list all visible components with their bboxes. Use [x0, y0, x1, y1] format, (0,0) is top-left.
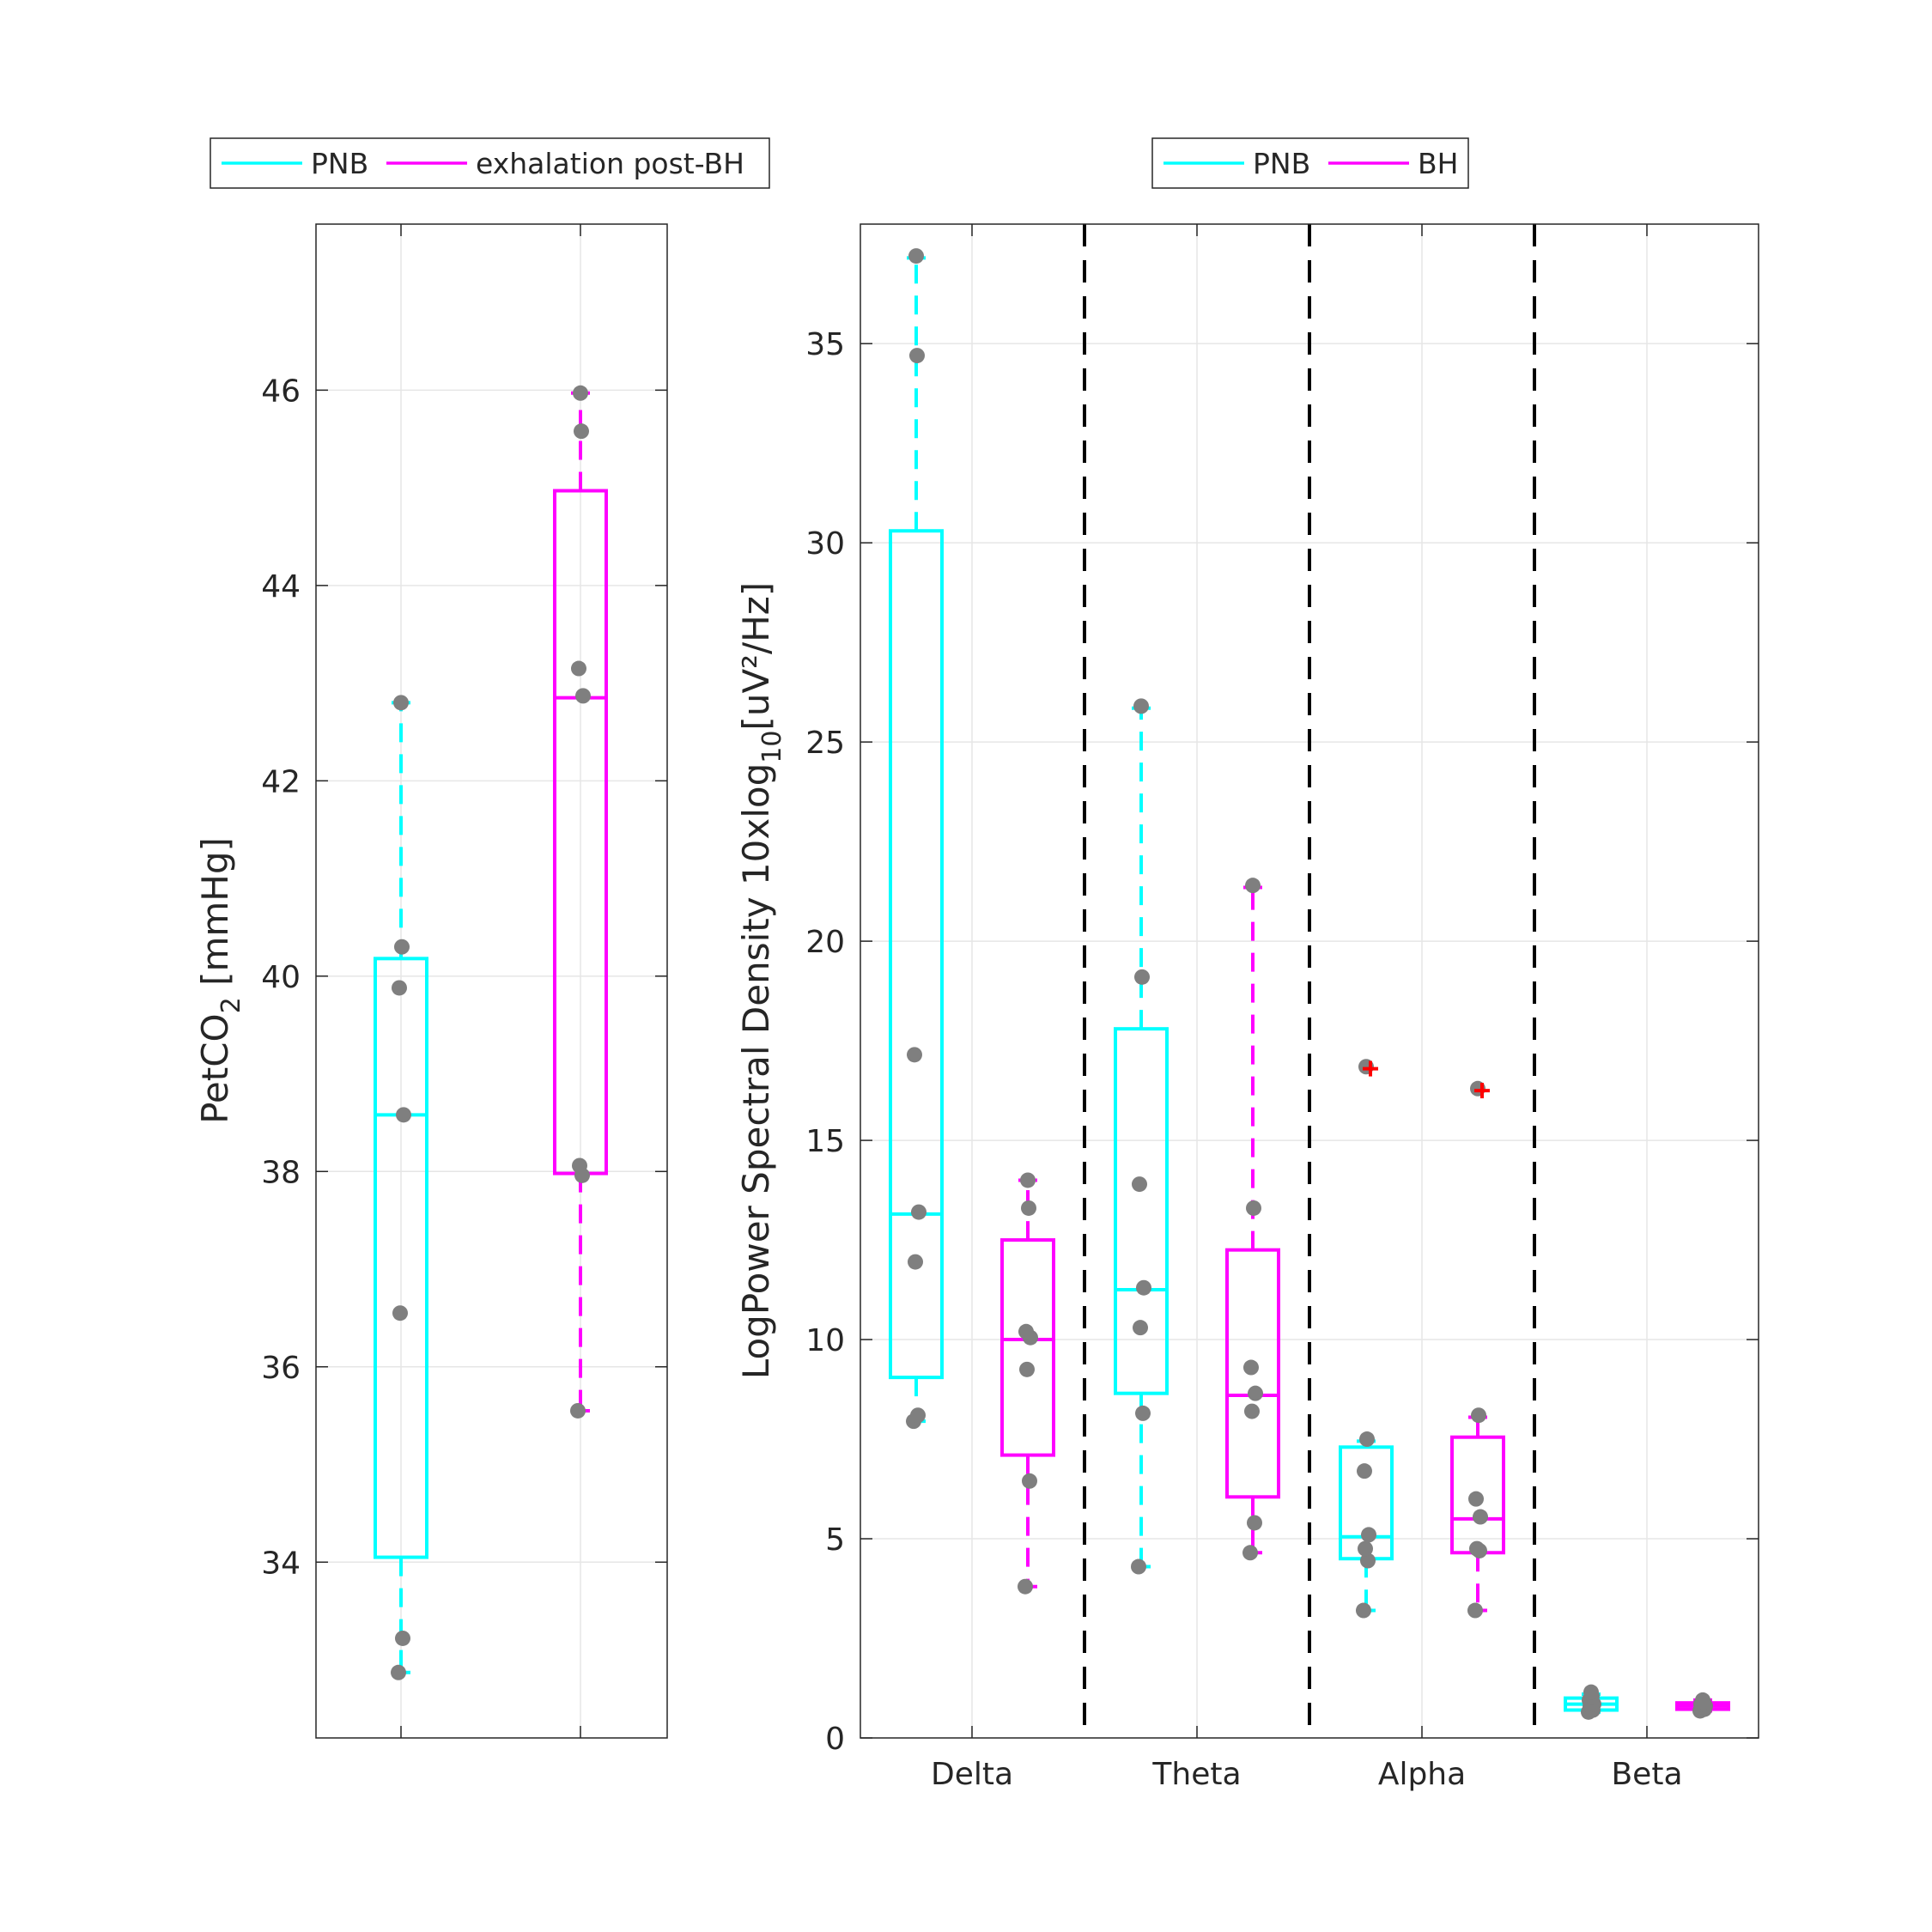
right-legend: PNB BH [1151, 137, 1469, 189]
delta-bh-point [1018, 1578, 1033, 1595]
x-tick-theta: Theta [1151, 1757, 1241, 1792]
theta-bh-point [1246, 1200, 1261, 1216]
y-tick-label: 35 [805, 327, 845, 362]
pnb-point [392, 1305, 408, 1321]
exhalation-point [571, 660, 586, 677]
y-tick-label: 5 [825, 1522, 845, 1558]
delta-pnb-point [910, 1407, 926, 1424]
alpha-bh-point [1469, 1540, 1485, 1557]
exhalation-point [570, 1402, 586, 1419]
beta-bh-point [1695, 1692, 1710, 1708]
left-y-axis-title: PetCO2 [mmHg] [194, 837, 246, 1124]
y-tick-label: 40 [261, 960, 301, 995]
right-y-axis-title: LogPower Spectral Density 10xlog10[uV²/H… [735, 582, 787, 1379]
delta-bh-point [1018, 1323, 1034, 1340]
alpha-pnb-point [1357, 1463, 1372, 1479]
y-tick-label: 34 [261, 1546, 301, 1581]
theta-pnb-point [1133, 698, 1149, 714]
alpha-bh-point [1468, 1491, 1484, 1507]
exhalation-point [572, 1157, 587, 1174]
alpha-pnb-point [1360, 1552, 1376, 1569]
delta-pnb-box [889, 529, 944, 1380]
pnb-box [374, 957, 428, 1559]
x-tick-beta: Beta [1611, 1757, 1682, 1792]
right-outliers [1363, 1060, 1490, 1099]
y-tick-label: 10 [805, 1323, 845, 1358]
y-tick-label: 38 [261, 1155, 301, 1190]
x-tick-alpha: Alpha [1378, 1757, 1466, 1792]
alpha-bh-point [1471, 1407, 1486, 1424]
right-y-ticks: 0 5 10 15 20 25 30 35 [805, 224, 1759, 1757]
pnb-point [396, 1107, 411, 1123]
exhalation-point [575, 688, 591, 704]
x-tick-delta: Delta [931, 1757, 1013, 1792]
y-tick-label: 0 [825, 1722, 845, 1757]
alpha-pnb-point [1361, 1527, 1376, 1543]
delta-pnb-point [908, 1254, 923, 1270]
alpha-bh-outlier [1474, 1083, 1490, 1099]
theta-bh-point [1244, 1403, 1260, 1419]
theta-bh-point [1247, 1515, 1262, 1531]
y-tick-label: 30 [805, 526, 845, 562]
exhalation-point [574, 423, 589, 440]
pnb-point [392, 980, 407, 996]
theta-pnb-point [1133, 1320, 1148, 1336]
delta-pnb-point [911, 1204, 927, 1220]
y-tick-label: 36 [261, 1351, 301, 1386]
y-tick-label: 44 [261, 569, 301, 605]
theta-pnb-box [1114, 1027, 1169, 1395]
left-axes-frame [315, 223, 668, 1739]
left-y-ticks: 34 36 38 40 42 44 46 [261, 224, 667, 1738]
alpha-pnb-point [1358, 1540, 1373, 1557]
petco2-boxplot: 34 36 38 40 42 44 46 PetCO2 [mmHg] PNB exhalat… [194, 137, 770, 1739]
delta-pnb-point [908, 248, 924, 264]
y-tick-label: 20 [805, 925, 845, 960]
y-tick-label: 15 [805, 1124, 845, 1159]
beta-pnb-point [1583, 1684, 1599, 1700]
theta-bh-point [1242, 1545, 1258, 1561]
exhalation-point [573, 385, 588, 401]
y-tick-label: 25 [805, 726, 845, 761]
right-axes-frame [860, 223, 1759, 1739]
delta-bh-point [1022, 1473, 1037, 1489]
delta-bh-point [1021, 1200, 1036, 1216]
alpha-pnb-point [1356, 1602, 1371, 1619]
right-grid [860, 224, 1759, 1738]
pnb-point [391, 1664, 406, 1680]
legend-label-pnb: PNB [311, 147, 368, 180]
theta-pnb-point [1134, 969, 1150, 985]
pnb-point [394, 939, 410, 955]
theta-pnb-point [1136, 1279, 1151, 1296]
y-tick-label: 46 [261, 374, 301, 409]
alpha-pnb-point [1359, 1431, 1375, 1448]
delta-bh-point [1019, 1361, 1035, 1377]
alpha-bh-point [1473, 1509, 1488, 1525]
theta-bh-point [1245, 878, 1261, 894]
alpha-pnb-outlier [1363, 1060, 1378, 1077]
pnb-point [395, 1630, 410, 1646]
legend-label-pnb-right: PNB [1253, 147, 1310, 180]
alpha-bh-point [1467, 1602, 1483, 1619]
x-tick-labels: Delta Theta Alpha Beta [931, 1757, 1683, 1792]
theta-bh-box [1225, 1248, 1280, 1499]
right-points [906, 248, 1713, 1720]
left-legend: PNB exhalation post-BH [210, 137, 770, 189]
theta-pnb-point [1131, 1558, 1146, 1575]
theta-pnb-point [1132, 1176, 1147, 1193]
theta-pnb-point [1135, 1405, 1151, 1421]
delta-bh-box [1000, 1238, 1055, 1457]
theta-bh-point [1248, 1385, 1263, 1401]
psd-boxplot: 0 5 10 15 20 25 30 35 Delta Theta Alpha Beta Lo… [735, 137, 1759, 1792]
left-points [391, 385, 591, 1680]
delta-pnb-point [907, 1047, 922, 1063]
pnb-point [393, 695, 409, 711]
delta-pnb-point [909, 348, 925, 364]
delta-bh-point [1020, 1172, 1036, 1188]
theta-bh-point [1243, 1359, 1259, 1376]
legend-label-bh: BH [1418, 147, 1458, 180]
y-tick-label: 42 [261, 764, 301, 799]
legend-label-exhalation: exhalation post-BH [476, 147, 744, 180]
